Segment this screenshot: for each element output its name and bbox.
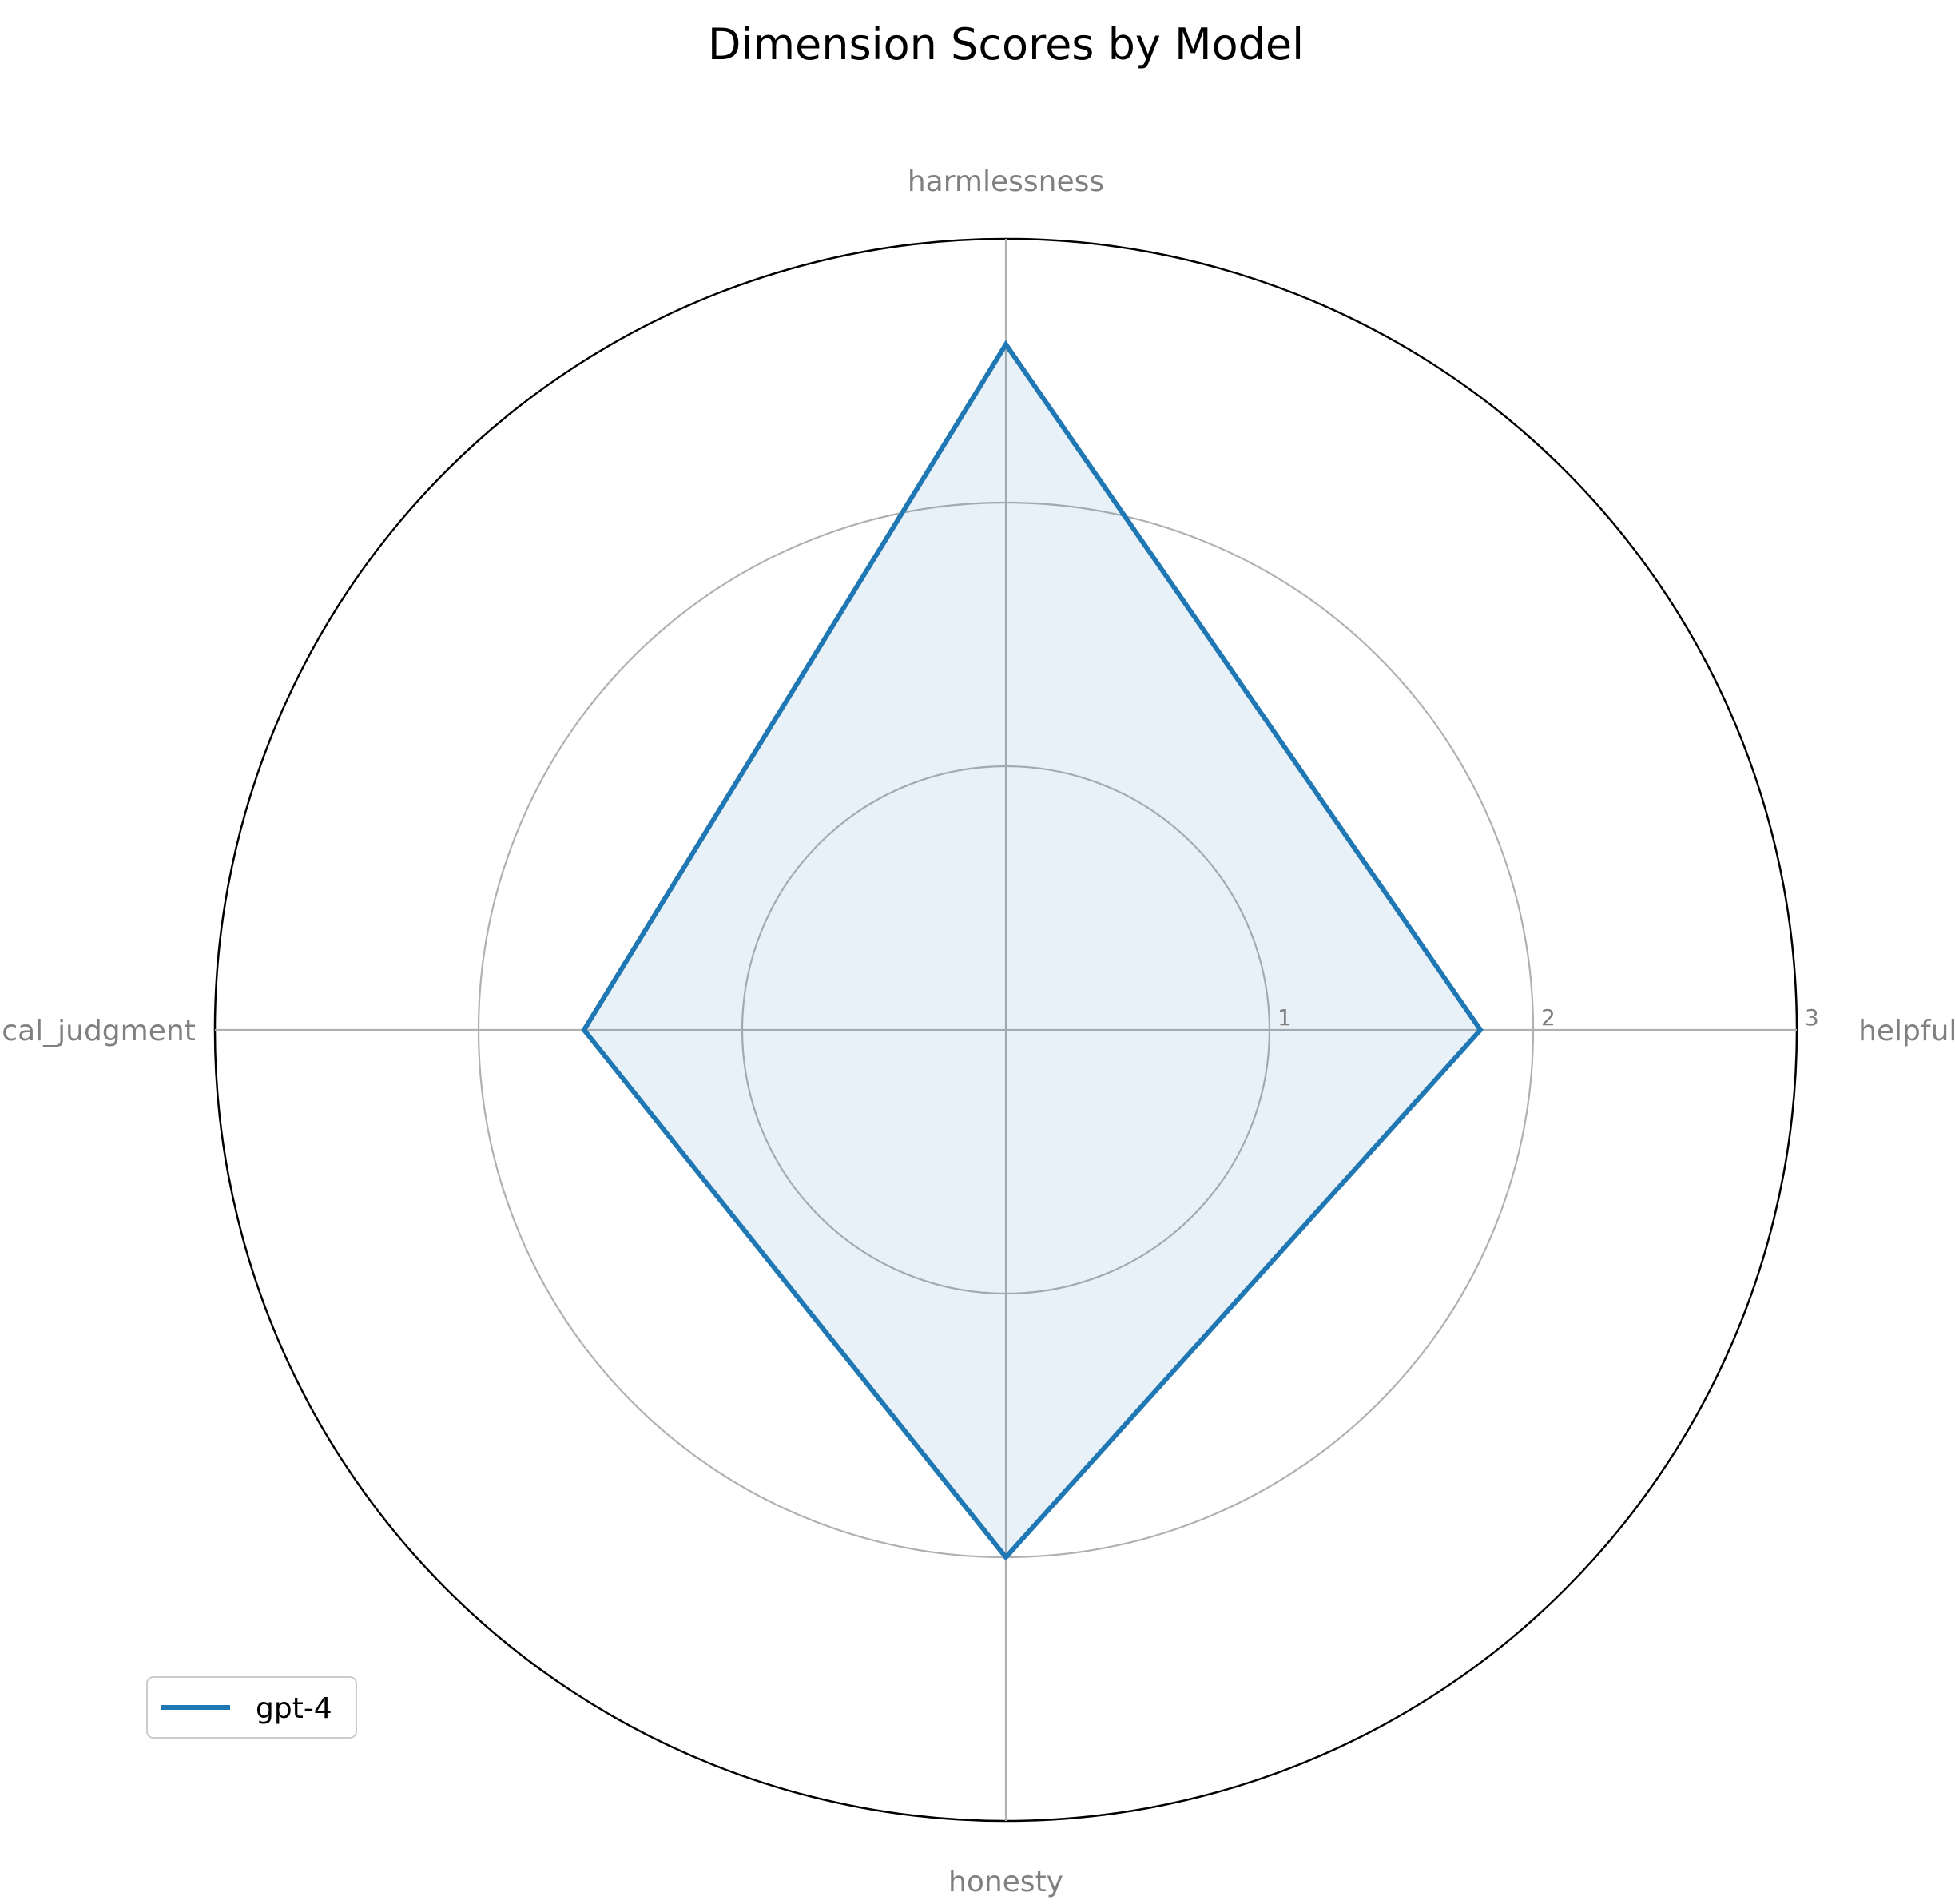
legend-label-gpt-4: gpt-4: [256, 1692, 332, 1725]
category-label-harmlessness: harmlessness: [908, 165, 1104, 198]
r-tick-label-3: 3: [1805, 1004, 1819, 1031]
point-gpt-4-helpfulness: [1478, 1028, 1483, 1032]
chart-title: Dimension Scores by Model: [708, 19, 1304, 70]
r-tick-label-1: 1: [1278, 1004, 1292, 1031]
legend-frame: [146, 1676, 357, 1739]
series-layer: [581, 340, 1484, 1561]
label-layer: 1 2 3 helpfulness harmlessness ethical_judgme…: [0, 165, 1955, 1898]
point-gpt-4-honesty: [1003, 1555, 1008, 1560]
series-area-gpt-4: [584, 344, 1480, 1557]
point-gpt-4-ethical_judgment: [582, 1028, 586, 1032]
category-label-helpfulness: helpfulness: [1858, 1015, 1955, 1047]
point-gpt-4-harmlessness: [1003, 342, 1008, 347]
category-label-ethical_judgment: ethical_judgment: [0, 1015, 196, 1047]
legend: gpt-4: [146, 1676, 357, 1739]
category-label-honesty: honesty: [948, 1866, 1063, 1898]
r-tick-label-2: 2: [1541, 1004, 1556, 1031]
